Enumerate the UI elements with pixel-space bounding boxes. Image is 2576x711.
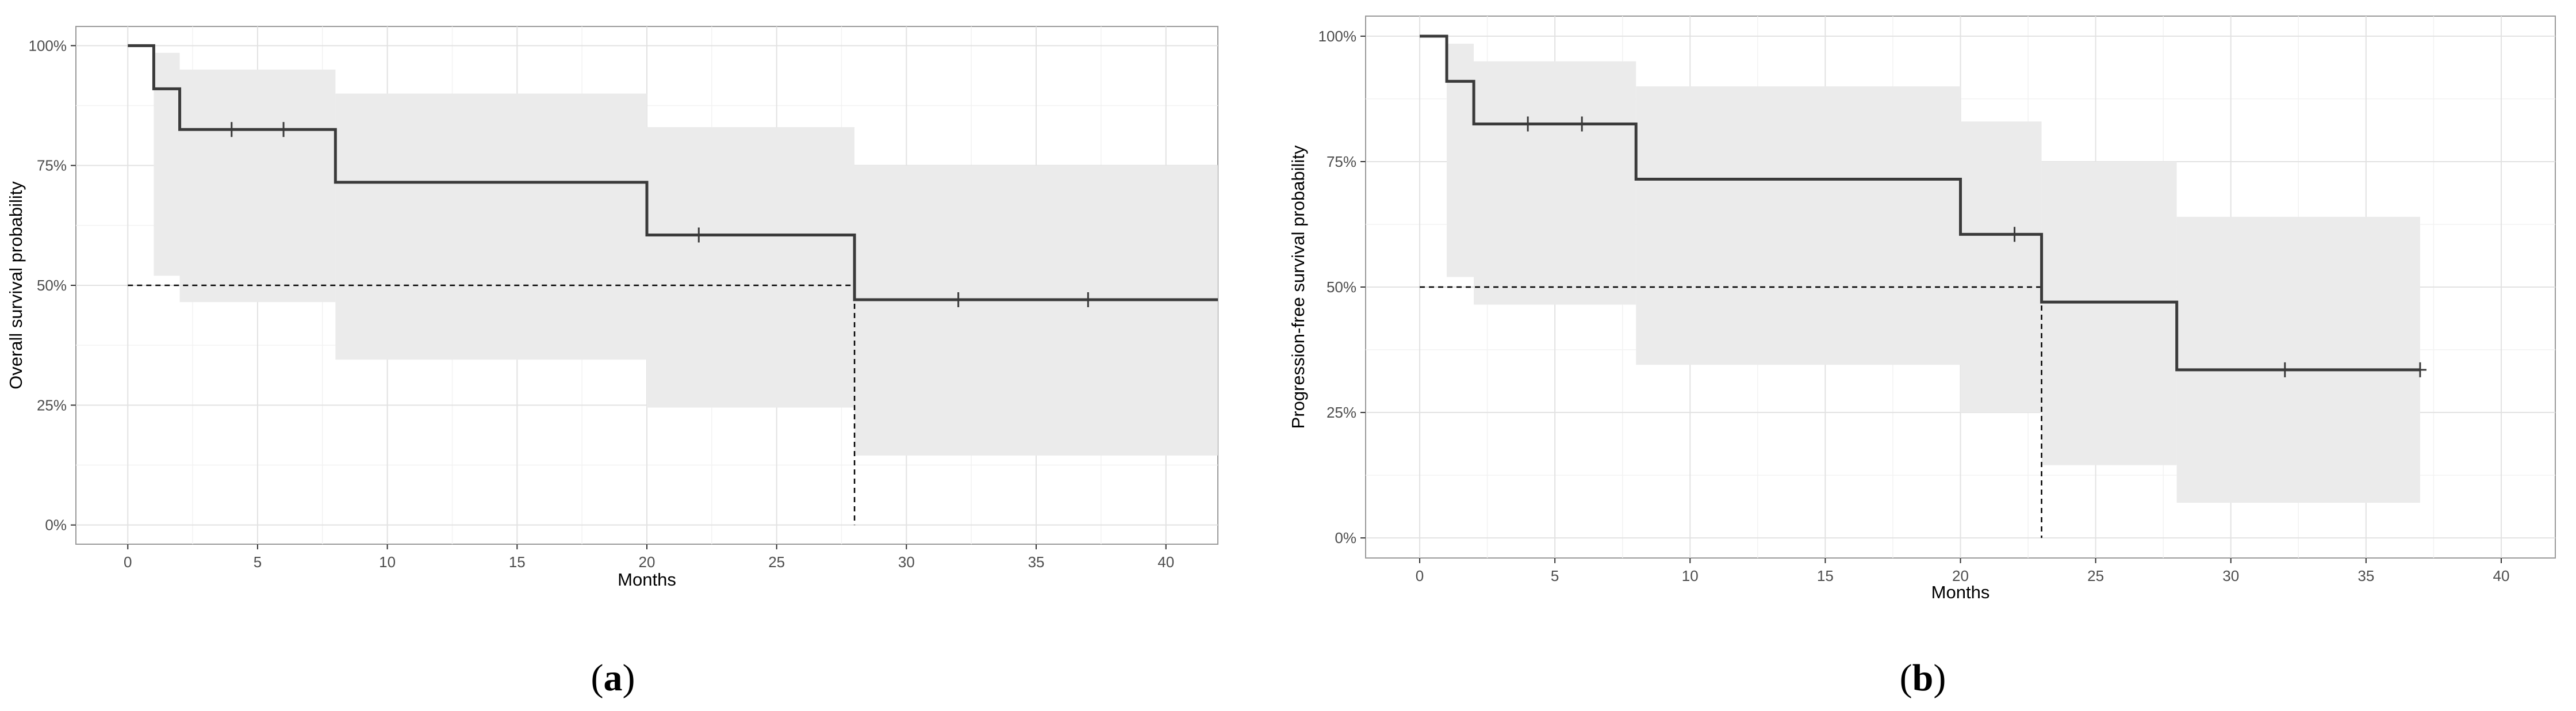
x-axis-title: Months	[1931, 582, 1990, 602]
x-axis-title: Months	[618, 569, 676, 590]
x-tick-label: 0	[1416, 567, 1424, 584]
censor-mark	[1082, 292, 1095, 307]
y-axis-title: Progression-free survival probability	[1288, 145, 1308, 429]
confidence-band-segment	[179, 70, 336, 303]
censor-mark	[2008, 227, 2021, 242]
x-tick-label: 10	[379, 553, 396, 571]
y-tick-label: 0%	[1335, 529, 1356, 546]
x-tick-label: 10	[1682, 567, 1699, 584]
confidence-band-segment	[1960, 121, 2042, 413]
censor-mark	[1575, 116, 1589, 132]
x-tick-label: 40	[2493, 567, 2509, 584]
censor-mark	[2278, 362, 2291, 377]
confidence-band-segment	[647, 127, 855, 408]
x-tick-label: 40	[1157, 553, 1174, 571]
x-tick-label: 25	[2087, 567, 2104, 584]
panel-caption: (b)	[1900, 657, 1946, 699]
confidence-band-segment	[854, 165, 1218, 456]
y-axis-title: Overall survival probability	[6, 181, 26, 389]
confidence-band-segment	[1474, 61, 1636, 305]
censor-mark	[277, 122, 290, 137]
panel-caption: (a)	[591, 657, 635, 699]
x-tick-label: 0	[124, 553, 132, 571]
censor-mark	[692, 227, 706, 243]
x-tick-label: 20	[639, 553, 656, 571]
x-tick-label: 35	[2358, 567, 2374, 584]
censor-mark	[1521, 116, 1535, 132]
panel-b-progression-free-survival-chart: 0 5 10 15 20 25 30 35 40 0% 25% 50% 75% 100% Months Pro…	[1288, 16, 2556, 699]
confidence-band-segment	[2041, 161, 2177, 465]
x-tick-label: 5	[1551, 567, 1559, 584]
y-tick-label: 25%	[37, 396, 67, 414]
censor-mark	[225, 122, 238, 137]
confidence-band-segment	[154, 52, 180, 276]
confidence-band-segment	[335, 93, 647, 360]
censor-mark	[2413, 362, 2426, 377]
x-tick-label: 25	[768, 553, 785, 571]
y-tick-label: 50%	[37, 277, 67, 294]
y-tick-label: 50%	[1327, 278, 1356, 296]
x-tick-label: 15	[1817, 567, 1834, 584]
confidence-band-segment	[1636, 86, 1961, 365]
confidence-band-segment	[1447, 43, 1474, 277]
x-tick-label: 30	[898, 553, 915, 571]
x-tick-label: 30	[2222, 567, 2239, 584]
y-tick-label: 75%	[37, 157, 67, 174]
x-tick-label: 35	[1028, 553, 1045, 571]
y-tick-label: 75%	[1327, 153, 1356, 170]
y-tick-label: 100%	[29, 37, 67, 54]
survival-curve	[128, 44, 1218, 301]
panel-a-overall-survival-chart: 0 5 10 15 20 25 30 35 40 0% 25% 50% 75% 100% Months Ove…	[6, 26, 1218, 699]
confidence-band-segment	[2176, 216, 2420, 503]
x-tick-label: 20	[1952, 567, 1969, 584]
y-tick-label: 0%	[45, 517, 67, 534]
y-tick-label: 100%	[1318, 28, 1357, 45]
panel-letter: a	[604, 657, 623, 699]
x-tick-label: 15	[509, 553, 526, 571]
survival-curve	[1420, 35, 2420, 372]
x-tick-label: 5	[254, 553, 262, 571]
panel-letter: b	[1912, 657, 1934, 699]
y-tick-label: 25%	[1327, 404, 1356, 421]
censor-mark	[952, 292, 965, 307]
